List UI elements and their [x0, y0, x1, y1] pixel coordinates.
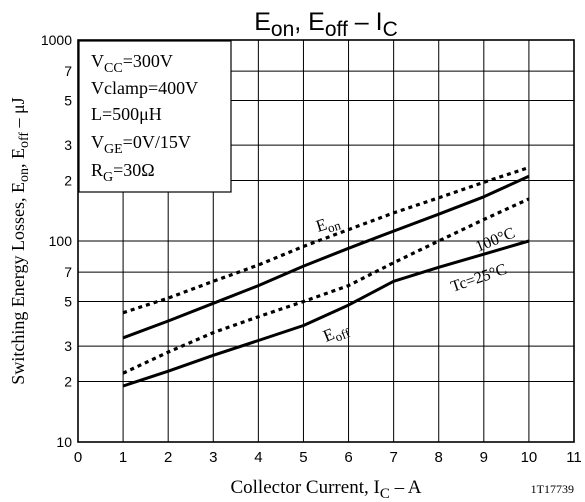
series: [122, 165, 530, 388]
y-tick-label: 5: [64, 93, 72, 109]
series-line: [122, 165, 530, 315]
x-tick-label: 1: [119, 449, 127, 466]
x-tick-label: 10: [521, 449, 538, 466]
y-tick-label: 2: [64, 373, 72, 389]
x-tick-label: 4: [254, 449, 262, 466]
x-tick-label: 7: [389, 449, 397, 466]
y-tick-label: 10: [56, 434, 72, 450]
conditions-box: [78, 40, 232, 193]
series-line: [122, 174, 530, 340]
grid: [78, 40, 574, 442]
x-tick-label: 6: [344, 449, 352, 466]
x-tick-label: 9: [480, 449, 488, 466]
x-tick-label: 8: [435, 449, 443, 466]
y-tick-label: 3: [64, 338, 72, 354]
series-line: [122, 197, 530, 375]
x-tick-label: 0: [74, 449, 82, 466]
y-axis-label: Switching Energy Losses, Eon, Eoff – μJ: [8, 97, 32, 384]
temp-25-label: Tc=25°C: [449, 261, 509, 296]
x-tick-label: 2: [164, 449, 172, 466]
eoff-label: Eoff: [320, 318, 352, 348]
y-tick-label: 100: [49, 233, 73, 249]
y-tick-label: 7: [64, 264, 72, 280]
y-tick-label: 7: [64, 63, 72, 79]
y-tick-label: 2: [64, 172, 72, 188]
eon-label: Eon: [314, 211, 343, 239]
figure-code: 1T17739: [531, 482, 574, 496]
y-tick-label: 5: [64, 294, 72, 310]
series-line: [122, 239, 530, 388]
y-tick-label: 1000: [41, 32, 72, 48]
condition-line: VGE=0V/15V: [91, 132, 191, 157]
plot-frame: [77, 39, 575, 443]
condition-line: Vclamp=400V: [91, 78, 198, 98]
condition-line: L=500μH: [91, 104, 162, 124]
chart-title: Eon, Eoff – IC: [254, 8, 398, 41]
x-tick-label: 3: [209, 449, 217, 466]
x-tick-label: 5: [299, 449, 307, 466]
y-tick-labels: 10 2 3 5 7 100 2 3 5 7 1000: [41, 32, 72, 450]
x-axis-label: Collector Current, IC – A: [230, 477, 421, 502]
y-tick-label: 3: [64, 137, 72, 153]
condition-line: RG=30Ω: [91, 160, 155, 185]
x-tick-label: 11: [566, 449, 582, 466]
x-tick-labels: 0 1 2 3 4 5 6 7 8 9 10 11: [74, 449, 582, 466]
condition-line: VCC=300V: [91, 51, 173, 76]
